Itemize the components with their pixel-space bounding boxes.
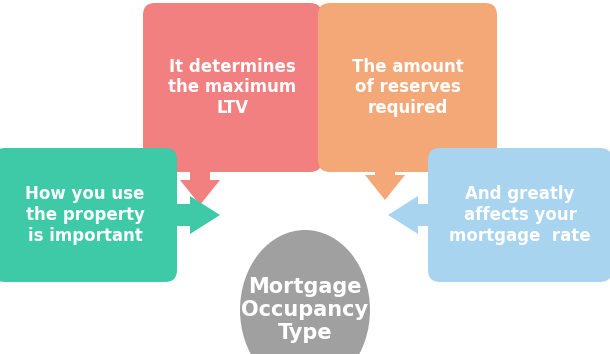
FancyBboxPatch shape [143,3,322,172]
Polygon shape [167,196,220,234]
Polygon shape [365,162,405,200]
Text: How you use
the property
is important: How you use the property is important [25,185,145,245]
Text: Mortgage
Occupancy
Type: Mortgage Occupancy Type [242,277,368,343]
Ellipse shape [240,230,370,354]
FancyBboxPatch shape [0,148,177,282]
FancyBboxPatch shape [318,3,497,172]
FancyBboxPatch shape [428,148,610,282]
Polygon shape [388,196,438,234]
Text: And greatly
affects your
mortgage  rate: And greatly affects your mortgage rate [449,185,591,245]
Polygon shape [180,162,220,205]
Text: It determines
the maximum
LTV: It determines the maximum LTV [168,58,296,117]
Text: The amount
of reserves
required: The amount of reserves required [351,58,464,117]
